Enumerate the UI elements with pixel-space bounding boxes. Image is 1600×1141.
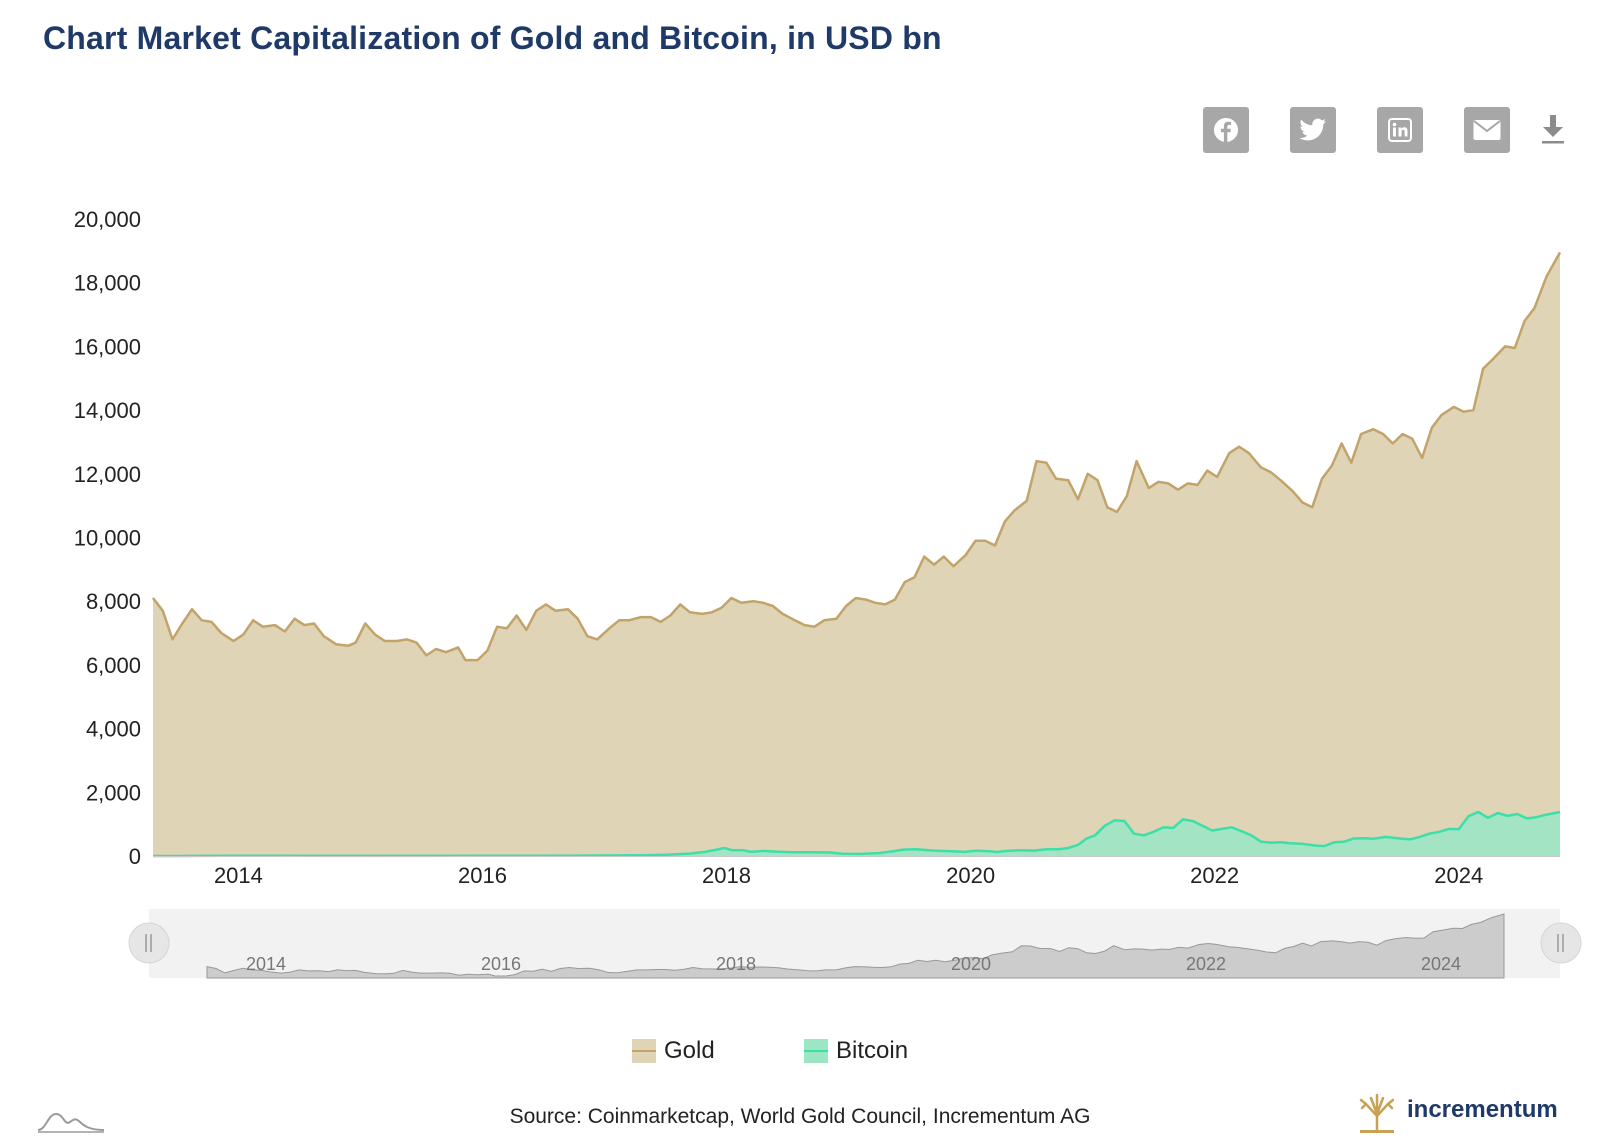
linkedin-share-button[interactable]	[1377, 107, 1423, 153]
y-axis: 0 2,000 4,000 6,000 8,000 10,000 12,000 14,000 1…	[74, 207, 141, 869]
range-navigator[interactable]: 2014 2016 2018 2020 2022 2024	[128, 909, 1582, 979]
bitcoin-line	[153, 810, 1561, 858]
download-button[interactable]	[1538, 112, 1568, 146]
chart-canvas: 0 2,000 4,000 6,000 8,000 10,000 12,000 14,000 1…	[74, 207, 1582, 979]
swatch-line	[804, 1050, 828, 1052]
navigator-tick-label: 2022	[1186, 954, 1226, 974]
tree-logo-icon	[1359, 1093, 1395, 1134]
legend-label-gold: Gold	[664, 1037, 715, 1064]
brand-logo-text: incrementum	[1407, 1096, 1558, 1123]
gold-area	[153, 252, 1560, 856]
y-tick-label: 6,000	[86, 653, 141, 678]
y-tick-label: 18,000	[74, 271, 141, 296]
swatch-line	[632, 1050, 656, 1052]
x-tick-label: 2014	[214, 863, 263, 888]
x-tick-label: 2018	[702, 863, 751, 888]
navigator-labels: 2014 2016 2018 2020 2022 2024	[246, 954, 1461, 974]
twitter-icon	[1299, 118, 1326, 141]
y-tick-label: 2,000	[86, 780, 141, 805]
navigator-series	[206, 913, 1505, 979]
y-tick-label: 12,000	[74, 462, 141, 487]
bitcoin-area	[153, 812, 1560, 856]
navigator-tick-label: 2016	[481, 954, 521, 974]
facebook-icon	[1214, 118, 1238, 142]
y-tick-label: 4,000	[86, 717, 141, 742]
x-tick-label: 2022	[1190, 863, 1239, 888]
email-icon	[1473, 120, 1501, 140]
chart-title: Chart Market Capitalization of Gold and …	[43, 20, 942, 56]
bitcoin-swatch	[804, 1039, 828, 1063]
y-tick-label: 16,000	[74, 334, 141, 359]
email-share-button[interactable]	[1464, 107, 1510, 153]
source-note: Source: Coinmarketcap, World Gold Counci…	[509, 1105, 1091, 1128]
mountain-logo-icon	[37, 1112, 105, 1133]
y-tick-label: 20,000	[74, 207, 141, 232]
download-icon	[1542, 115, 1564, 144]
legend-item-gold[interactable]: Gold	[632, 1037, 715, 1065]
x-tick-label: 2016	[458, 863, 507, 888]
navigator-tick-label: 2024	[1421, 954, 1461, 974]
x-tick-label: 2020	[946, 863, 995, 888]
navigator-tick-label: 2018	[716, 954, 756, 974]
plot-area	[152, 251, 1562, 858]
linkedin-icon	[1388, 118, 1412, 142]
navigator-right-handle[interactable]	[1540, 922, 1582, 964]
y-tick-label: 8,000	[86, 589, 141, 614]
x-axis: 2014 2016 2018 2020 2022 2024	[214, 863, 1483, 888]
legend-label-bitcoin: Bitcoin	[836, 1037, 909, 1064]
x-tick-label: 2024	[1434, 863, 1483, 888]
legend-item-bitcoin[interactable]: Bitcoin	[804, 1037, 908, 1065]
gold-swatch	[632, 1039, 656, 1063]
twitter-share-button[interactable]	[1290, 107, 1336, 153]
y-tick-label: 0	[129, 844, 141, 869]
y-tick-label: 14,000	[74, 398, 141, 423]
gold-line	[152, 251, 1562, 662]
facebook-share-button[interactable]	[1203, 107, 1249, 153]
y-tick-label: 10,000	[74, 526, 141, 551]
navigator-tick-label: 2020	[951, 954, 991, 974]
navigator-left-handle[interactable]	[128, 922, 170, 964]
navigator-tick-label: 2014	[246, 954, 286, 974]
